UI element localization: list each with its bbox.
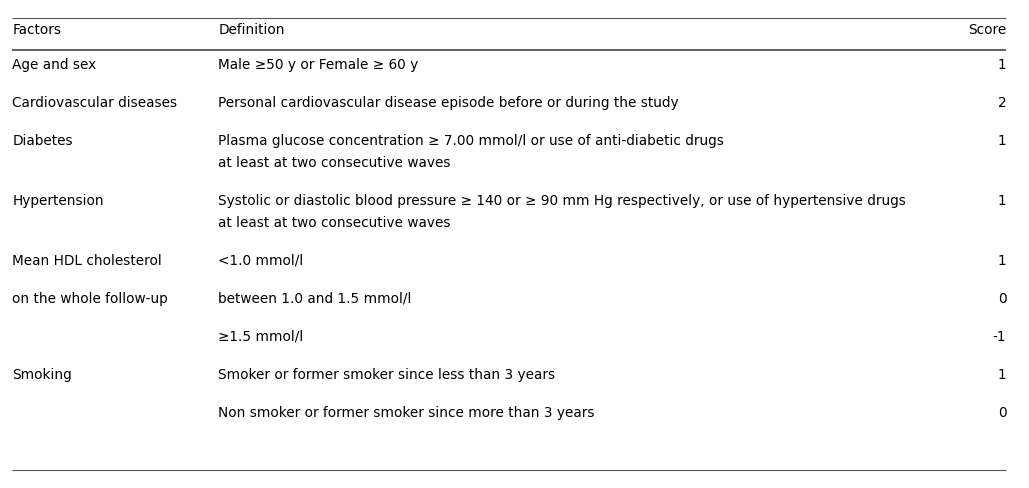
Text: Smoker or former smoker since less than 3 years: Smoker or former smoker since less than … xyxy=(218,368,556,382)
Text: 2: 2 xyxy=(998,96,1006,110)
Text: 0: 0 xyxy=(998,292,1006,306)
Text: at least at two consecutive waves: at least at two consecutive waves xyxy=(218,216,451,230)
Text: 1: 1 xyxy=(998,58,1006,72)
Text: Score: Score xyxy=(968,23,1006,37)
Text: ≥1.5 mmol/l: ≥1.5 mmol/l xyxy=(218,330,304,344)
Text: on the whole follow-up: on the whole follow-up xyxy=(12,292,168,306)
Text: 1: 1 xyxy=(998,134,1006,148)
Text: 1: 1 xyxy=(998,368,1006,382)
Text: Factors: Factors xyxy=(12,23,62,37)
Text: Hypertension: Hypertension xyxy=(12,194,104,208)
Text: Diabetes: Diabetes xyxy=(12,134,73,148)
Text: Smoking: Smoking xyxy=(12,368,72,382)
Text: Age and sex: Age and sex xyxy=(12,58,97,72)
Text: 1: 1 xyxy=(998,254,1006,268)
Text: Male ≥50 y or Female ≥ 60 y: Male ≥50 y or Female ≥ 60 y xyxy=(218,58,419,72)
Text: Systolic or diastolic blood pressure ≥ 140 or ≥ 90 mm Hg respectively, or use of: Systolic or diastolic blood pressure ≥ 1… xyxy=(218,194,906,208)
Text: Definition: Definition xyxy=(218,23,285,37)
Text: 0: 0 xyxy=(998,406,1006,420)
Text: between 1.0 and 1.5 mmol/l: between 1.0 and 1.5 mmol/l xyxy=(218,292,412,306)
Text: <1.0 mmol/l: <1.0 mmol/l xyxy=(218,254,304,268)
Text: at least at two consecutive waves: at least at two consecutive waves xyxy=(218,156,451,170)
Text: -1: -1 xyxy=(993,330,1006,344)
Text: Cardiovascular diseases: Cardiovascular diseases xyxy=(12,96,177,110)
Text: Mean HDL cholesterol: Mean HDL cholesterol xyxy=(12,254,163,268)
Text: Non smoker or former smoker since more than 3 years: Non smoker or former smoker since more t… xyxy=(218,406,595,420)
Text: Personal cardiovascular disease episode before or during the study: Personal cardiovascular disease episode … xyxy=(218,96,679,110)
Text: 1: 1 xyxy=(998,194,1006,208)
Text: Plasma glucose concentration ≥ 7.00 mmol/l or use of anti-diabetic drugs: Plasma glucose concentration ≥ 7.00 mmol… xyxy=(218,134,724,148)
